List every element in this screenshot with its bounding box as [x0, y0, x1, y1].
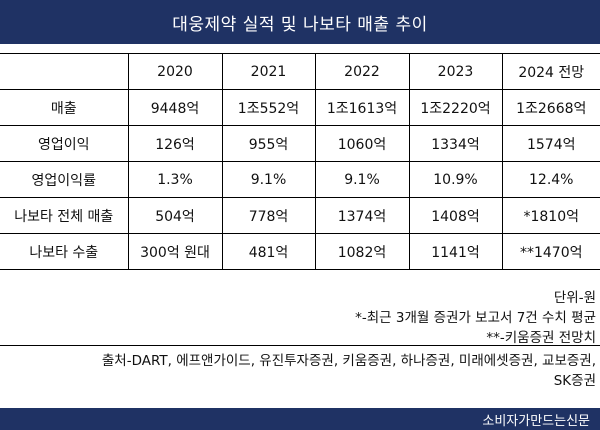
- column-header: 2021: [221, 53, 315, 90]
- footnote: *-최근 3개월 증권가 보고서 7건 수치 평균: [355, 310, 596, 326]
- row-label: 매출: [0, 89, 128, 126]
- table-cell: 300억 원대: [127, 233, 222, 270]
- table-cell: 10.9%: [408, 161, 502, 198]
- table-row: 영업이익 126억 955억 1060억 1334억 1574억: [0, 125, 600, 162]
- table-row: 나보타 전체 매출 504억 778억 1374억 1408억 *1810억: [0, 197, 600, 234]
- table-cell: 9.1%: [314, 161, 409, 198]
- table-cell: 9.1%: [221, 161, 315, 198]
- source-line: SK증권: [553, 373, 596, 389]
- table-cell: 1조2668억: [501, 89, 600, 126]
- table-cell: 1조1613억: [314, 89, 409, 126]
- table-cell: 504억: [127, 197, 222, 234]
- row-label: 나보타 전체 매출: [0, 197, 128, 234]
- table-cell: 1374억: [314, 197, 409, 234]
- table-cell: **1470억: [501, 233, 600, 270]
- table-cell: 1조2220억: [408, 89, 502, 126]
- table-cell: 126억: [127, 125, 222, 162]
- header-row: 2020 2021 2022 2023 2024 전망: [0, 53, 600, 90]
- column-header: 2020: [127, 53, 222, 90]
- column-header: 2023: [408, 53, 502, 90]
- source-note: 출처-DART, 에프앤가이드, 유진투자증권, 키움증권, 하나증권, 미래에…: [4, 351, 596, 391]
- table-row: 매출 9448억 1조552억 1조1613억 1조2220억 1조2668억: [0, 89, 600, 126]
- table-cell: *1810억: [501, 197, 600, 234]
- table-cell: 1.3%: [127, 161, 222, 198]
- row-label: 영업이익률: [0, 161, 128, 198]
- table-notes: 단위-원 *-최근 3개월 증권가 보고서 7건 수치 평균 **-키움증권 전…: [355, 288, 596, 348]
- page-title: 대웅제약 실적 및 나보타 매출 추이: [172, 14, 428, 35]
- row-label: 영업이익: [0, 125, 128, 162]
- table-cell: 1조552억: [221, 89, 315, 126]
- performance-table: 2020 2021 2022 2023 2024 전망 매출 9448억 1조5…: [0, 53, 600, 270]
- table-cell: 1141억: [408, 233, 502, 270]
- table-cell: 9448억: [127, 89, 222, 126]
- unit-note: 단위-원: [553, 290, 596, 306]
- column-header: 2022: [314, 53, 409, 90]
- source-line: 출처-DART, 에프앤가이드, 유진투자증권, 키움증권, 하나증권, 미래에…: [101, 353, 596, 369]
- table-cell: 1082억: [314, 233, 409, 270]
- table-cell: 481억: [221, 233, 315, 270]
- footer-bar: 소비자가만드는신문: [0, 408, 600, 430]
- publisher-name: 소비자가만드는신문: [482, 413, 590, 429]
- table-cell: 778억: [221, 197, 315, 234]
- table-row: 영업이익률 1.3% 9.1% 9.1% 10.9% 12.4%: [0, 161, 600, 198]
- table-cell: 1574억: [501, 125, 600, 162]
- table-row: 나보타 수출 300억 원대 481억 1082억 1141억 **1470억: [0, 233, 600, 270]
- table-cell: 1060억: [314, 125, 409, 162]
- corner-cell: [0, 53, 128, 90]
- table-cell: 955억: [221, 125, 315, 162]
- table-cell: 1408억: [408, 197, 502, 234]
- row-label: 나보타 수출: [0, 233, 128, 270]
- table-cell: 12.4%: [501, 161, 600, 198]
- divider: [0, 345, 600, 346]
- footnote: **-키움증권 전망치: [486, 330, 596, 346]
- column-header: 2024 전망: [501, 53, 600, 90]
- table-cell: 1334억: [408, 125, 502, 162]
- title-bar: 대웅제약 실적 및 나보타 매출 추이: [0, 0, 600, 44]
